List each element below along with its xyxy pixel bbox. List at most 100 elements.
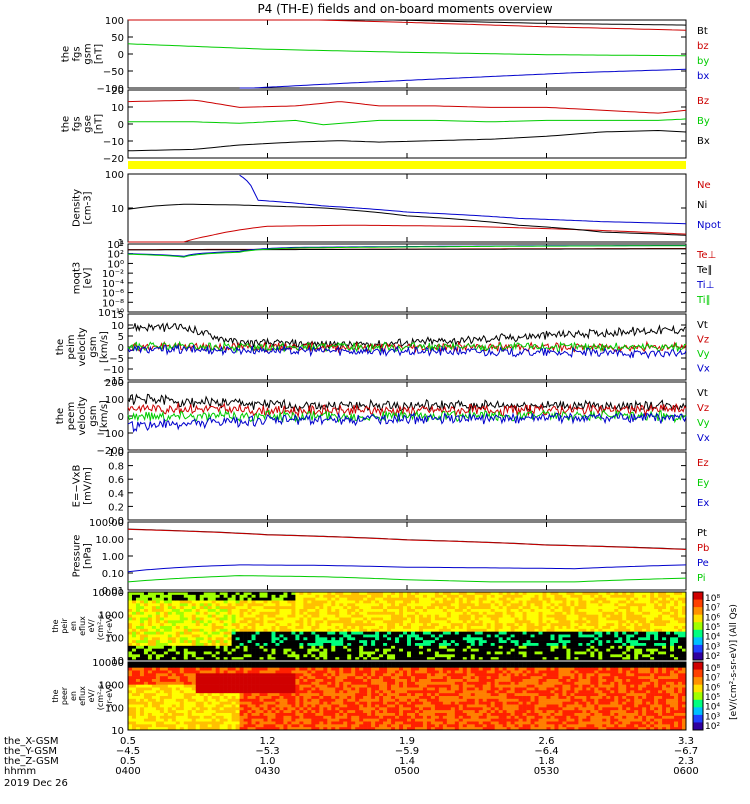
spectrogram-cell: [451, 601, 455, 604]
ytick-label: 1000: [99, 611, 124, 622]
spectrogram-cell: [152, 612, 156, 615]
spectrogram-cell: [176, 676, 180, 679]
spectrogram-cell: [590, 646, 594, 649]
spectrogram-cell: [335, 643, 339, 646]
spectrogram-cell: [467, 620, 471, 623]
spectrogram-cell: [650, 612, 654, 615]
spectrogram-cell: [463, 595, 467, 598]
spectrogram-cell: [168, 713, 172, 716]
spectrogram-cell: [411, 629, 415, 632]
spectrogram-cell: [678, 654, 682, 657]
spectrogram-cell: [371, 620, 375, 623]
spectrogram-cell: [319, 693, 323, 696]
spectrogram-cell: [224, 673, 228, 676]
spectrogram-cell: [287, 719, 291, 722]
spectrogram-cell: [507, 609, 511, 612]
spectrogram-cell: [268, 603, 272, 606]
spectrogram-cell: [331, 710, 335, 713]
spectrogram-cell: [459, 595, 463, 598]
spectrogram-cell: [248, 679, 252, 682]
spectrogram-cell: [423, 603, 427, 606]
spectrogram-cell: [447, 649, 451, 652]
spectrogram-cell: [303, 643, 307, 646]
spectrogram-cell: [598, 635, 602, 638]
spectrogram-cell: [610, 654, 614, 657]
spectrogram-cell: [642, 603, 646, 606]
spectrogram-cell: [467, 626, 471, 629]
spectrogram-cell: [451, 646, 455, 649]
spectrogram-cell: [152, 595, 156, 598]
spectrogram-cell: [439, 615, 443, 618]
spectrogram-cell: [188, 671, 192, 674]
spectrogram-cell: [578, 629, 582, 632]
spectrogram-cell: [554, 637, 558, 640]
spectrogram-cell: [495, 612, 499, 615]
spectrogram-cell: [271, 673, 275, 676]
spectrogram-cell: [208, 646, 212, 649]
spectrogram-cell: [327, 679, 331, 682]
spectrogram-cell: [283, 598, 287, 601]
spectrogram-cell: [184, 690, 188, 693]
spectrogram-cell: [407, 606, 411, 609]
spectrogram-cell: [331, 713, 335, 716]
spectrogram-cell: [188, 679, 192, 682]
spectrogram-cell: [144, 601, 148, 604]
spectrogram-cell: [539, 643, 543, 646]
spectrogram-cell: [578, 637, 582, 640]
spectrogram-cell: [395, 629, 399, 632]
spectrogram-cell: [566, 603, 570, 606]
spectrogram-cell: [371, 632, 375, 635]
spectrogram-cell: [582, 615, 586, 618]
spectrogram-cell: [271, 649, 275, 652]
spectrogram-cell: [132, 620, 136, 623]
spectrogram-cell: [180, 696, 184, 699]
spectrogram-cell: [447, 601, 451, 604]
spectrogram-cell: [622, 635, 626, 638]
spectrogram-cell: [271, 629, 275, 632]
spectrogram-cell: [128, 705, 132, 708]
spectrogram-cell: [268, 626, 272, 629]
spectrogram-cell: [208, 702, 212, 705]
spectrogram-cell: [610, 623, 614, 626]
spectrogram-cell: [335, 595, 339, 598]
spectrogram-cell: [248, 699, 252, 702]
spectrogram-cell: [407, 637, 411, 640]
legend-vt: Vt: [697, 320, 708, 331]
spectrogram-cell: [539, 595, 543, 598]
spectrogram-cell: [582, 654, 586, 657]
spectrogram-cell: [156, 615, 160, 618]
spectrogram-cell: [439, 640, 443, 643]
spectrogram-cell: [574, 635, 578, 638]
spectrogram-cell: [363, 612, 367, 615]
spectrogram-cell: [283, 665, 287, 668]
spectrogram-cell: [447, 612, 451, 615]
spectrogram-cell: [176, 696, 180, 699]
spectrogram-cell: [499, 609, 503, 612]
spectrogram-cell: [208, 722, 212, 725]
series-bx-line: [128, 131, 686, 151]
spectrogram-cell: [180, 724, 184, 727]
spectrogram-cell: [192, 668, 196, 671]
spectrogram-cell: [598, 609, 602, 612]
spectrogram-cell: [311, 707, 315, 710]
spectrogram-cell: [268, 713, 272, 716]
spectrogram-cell: [311, 679, 315, 682]
spectrogram-cell: [268, 673, 272, 676]
spectrogram-cell: [550, 606, 554, 609]
spectrogram-cell: [503, 598, 507, 601]
spectrogram-cell: [578, 654, 582, 657]
spectrogram-cell: [295, 710, 299, 713]
ytick-label: −10: [103, 137, 124, 148]
spectrogram-cell: [152, 603, 156, 606]
spectrogram-cell: [331, 707, 335, 710]
spectrogram-cell: [287, 606, 291, 609]
spectrogram-cell: [566, 609, 570, 612]
ylabel-line: gsm: [88, 405, 99, 426]
spectrogram-cell: [319, 722, 323, 725]
spectrogram-cell: [539, 609, 543, 612]
spectrogram-cell: [248, 693, 252, 696]
spectrogram-cell: [240, 652, 244, 655]
spectrogram-cell: [678, 632, 682, 635]
spectrogram-cell: [268, 676, 272, 679]
spectrogram-cell: [590, 654, 594, 657]
